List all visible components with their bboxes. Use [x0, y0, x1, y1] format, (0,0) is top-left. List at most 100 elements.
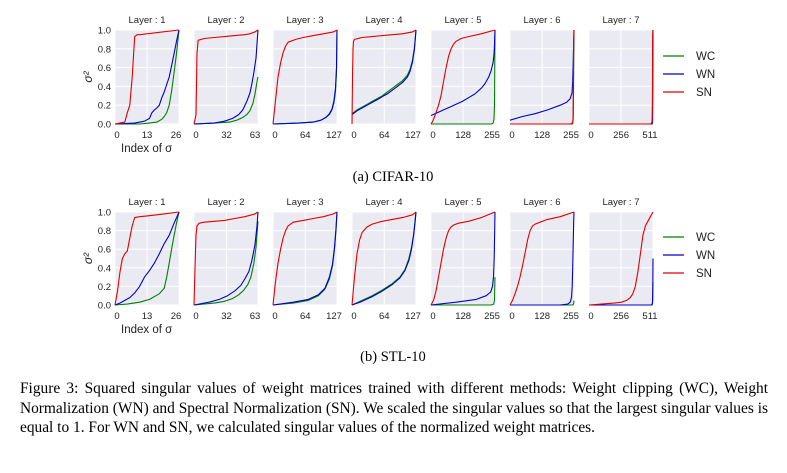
legend-label-wn: WN — [696, 250, 715, 262]
panel-layer-2: Layer : 2 0 32 63 — [193, 15, 260, 141]
series-line-wn — [114, 211, 180, 306]
panel-title: Layer : 5 — [445, 197, 482, 208]
panel-title: Layer : 7 — [603, 197, 640, 208]
x-tick-label: 0 — [193, 130, 198, 141]
series-line-wn — [510, 211, 575, 306]
panel-layer-3: Layer : 3 0 64 127 — [272, 197, 342, 322]
y-tick-label: 0.2 — [98, 101, 111, 112]
x-tick-label: 0 — [430, 130, 435, 141]
x-tick-label: 128 — [534, 130, 550, 141]
figure-caption: Figure 3: Squared singular values of wei… — [20, 380, 768, 437]
panel-layer-1: Layer : 1 0 13 26 — [114, 197, 181, 322]
series-line-sn — [589, 29, 654, 125]
panel-layer-4: Layer : 4 0 64 127 — [351, 197, 421, 322]
x-tick-label: 64 — [379, 130, 390, 141]
x-tick-label: 0 — [509, 130, 514, 141]
series-line-wn — [193, 211, 259, 306]
series-line-wc — [431, 29, 496, 125]
panel-layer-5: Layer : 5 0 128 255 — [430, 197, 500, 322]
series-line-sn — [588, 211, 654, 306]
series-line-wc — [114, 211, 180, 306]
y-axis-label: σ² — [81, 252, 95, 264]
x-tick-label: 0 — [430, 311, 435, 322]
series-line-sn — [193, 29, 259, 125]
legend-label-sn: SN — [696, 87, 712, 99]
y-tick-label: 0.4 — [98, 82, 111, 93]
x-tick-label: 128 — [455, 311, 471, 322]
panel-layer-5: Layer : 5 0 128 255 — [430, 15, 500, 141]
series-line-wn — [351, 29, 417, 116]
panel-layer-3: Layer : 3 0 64 127 — [272, 15, 342, 141]
series-line-wn — [193, 29, 259, 125]
x-tick-label: 127 — [326, 130, 342, 141]
series-line-wc — [193, 221, 259, 306]
series-line-sn — [114, 211, 180, 306]
series-line-wc — [193, 76, 259, 125]
panel-title: Layer : 7 — [603, 15, 640, 26]
panel-title: Layer : 1 — [129, 15, 166, 26]
series-line-wn — [430, 211, 496, 306]
y-tick-label: 0.0 — [98, 301, 111, 312]
panel-layer-7: Layer : 7 0 256 511 — [588, 197, 657, 322]
x-tick-label: 32 — [221, 311, 232, 322]
series-line-wc — [431, 277, 496, 306]
panel-title: Layer : 1 — [129, 197, 166, 208]
y-tick-label: 0.0 — [98, 120, 111, 131]
legend-label-wn: WN — [696, 69, 715, 81]
series-line-sn — [351, 29, 417, 125]
series-line-wn — [430, 29, 496, 117]
x-tick-label: 128 — [534, 311, 550, 322]
x-tick-label: 0 — [114, 311, 119, 322]
panel-title: Layer : 4 — [366, 15, 403, 26]
panel-title: Layer : 6 — [524, 15, 561, 26]
series-line-wn — [589, 258, 654, 306]
x-tick-label: 13 — [142, 311, 153, 322]
series-line-sn — [351, 211, 417, 306]
y-tick-label: 1.0 — [98, 26, 111, 37]
series-line-sn — [272, 29, 338, 125]
legend-label-wc: WC — [696, 51, 715, 63]
x-tick-label: 256 — [613, 130, 629, 141]
panel-layer-4: Layer : 4 0 64 127 — [351, 15, 421, 141]
x-tick-label: 26 — [171, 130, 182, 141]
y-axis-label-text: σ² — [81, 252, 95, 264]
series-line-sn — [193, 211, 259, 306]
legend: WC WN SN — [663, 232, 715, 280]
x-tick-label: 127 — [326, 311, 342, 322]
panel-layer-6: Layer : 6 0 128 255 — [509, 197, 579, 322]
x-tick-label: 255 — [484, 311, 500, 322]
y-tick-label: 0.4 — [98, 263, 111, 274]
x-tick-label: 26 — [171, 311, 182, 322]
x-tick-label: 255 — [484, 130, 500, 141]
panel-title: Layer : 3 — [287, 15, 324, 26]
x-tick-label: 0 — [272, 311, 277, 322]
panel-layer-2: Layer : 2 0 32 63 — [193, 197, 260, 322]
subfigure-label: (a) CIFAR-10 — [353, 169, 434, 185]
series-line-wn — [272, 211, 338, 306]
legend: WC WN SN — [663, 51, 715, 99]
panel-title: Layer : 5 — [445, 15, 482, 26]
x-tick-label: 0 — [114, 130, 119, 141]
series-line-wn — [114, 29, 180, 125]
x-axis-label: Index of σ — [121, 324, 172, 336]
panel-layer-1: Layer : 1 0 13 26 — [114, 15, 181, 141]
y-tick-label: 1.0 — [98, 208, 111, 219]
series-line-sn — [114, 29, 180, 125]
x-tick-label: 0 — [588, 130, 593, 141]
panel-layer-7: Layer : 7 0 256 511 — [588, 15, 657, 141]
x-tick-label: 0 — [351, 311, 356, 322]
x-tick-label: 0 — [351, 130, 356, 141]
x-tick-label: 63 — [250, 130, 261, 141]
x-tick-label: 64 — [300, 311, 311, 322]
x-tick-label: 0 — [272, 130, 277, 141]
series-line-sn — [430, 29, 496, 125]
panel-title: Layer : 4 — [366, 197, 403, 208]
y-tick-label: 0.6 — [98, 63, 111, 74]
x-tick-label: 511 — [642, 311, 657, 322]
y-axis-label-text: σ² — [81, 70, 95, 82]
x-tick-label: 256 — [613, 311, 629, 322]
series-line-sn — [509, 211, 575, 306]
chart-cifar10: Layer : 1 0 13 26 Layer : 2 0 32 63 Layer : 3 0 64… — [81, 15, 715, 185]
legend-label-sn: SN — [696, 268, 712, 280]
